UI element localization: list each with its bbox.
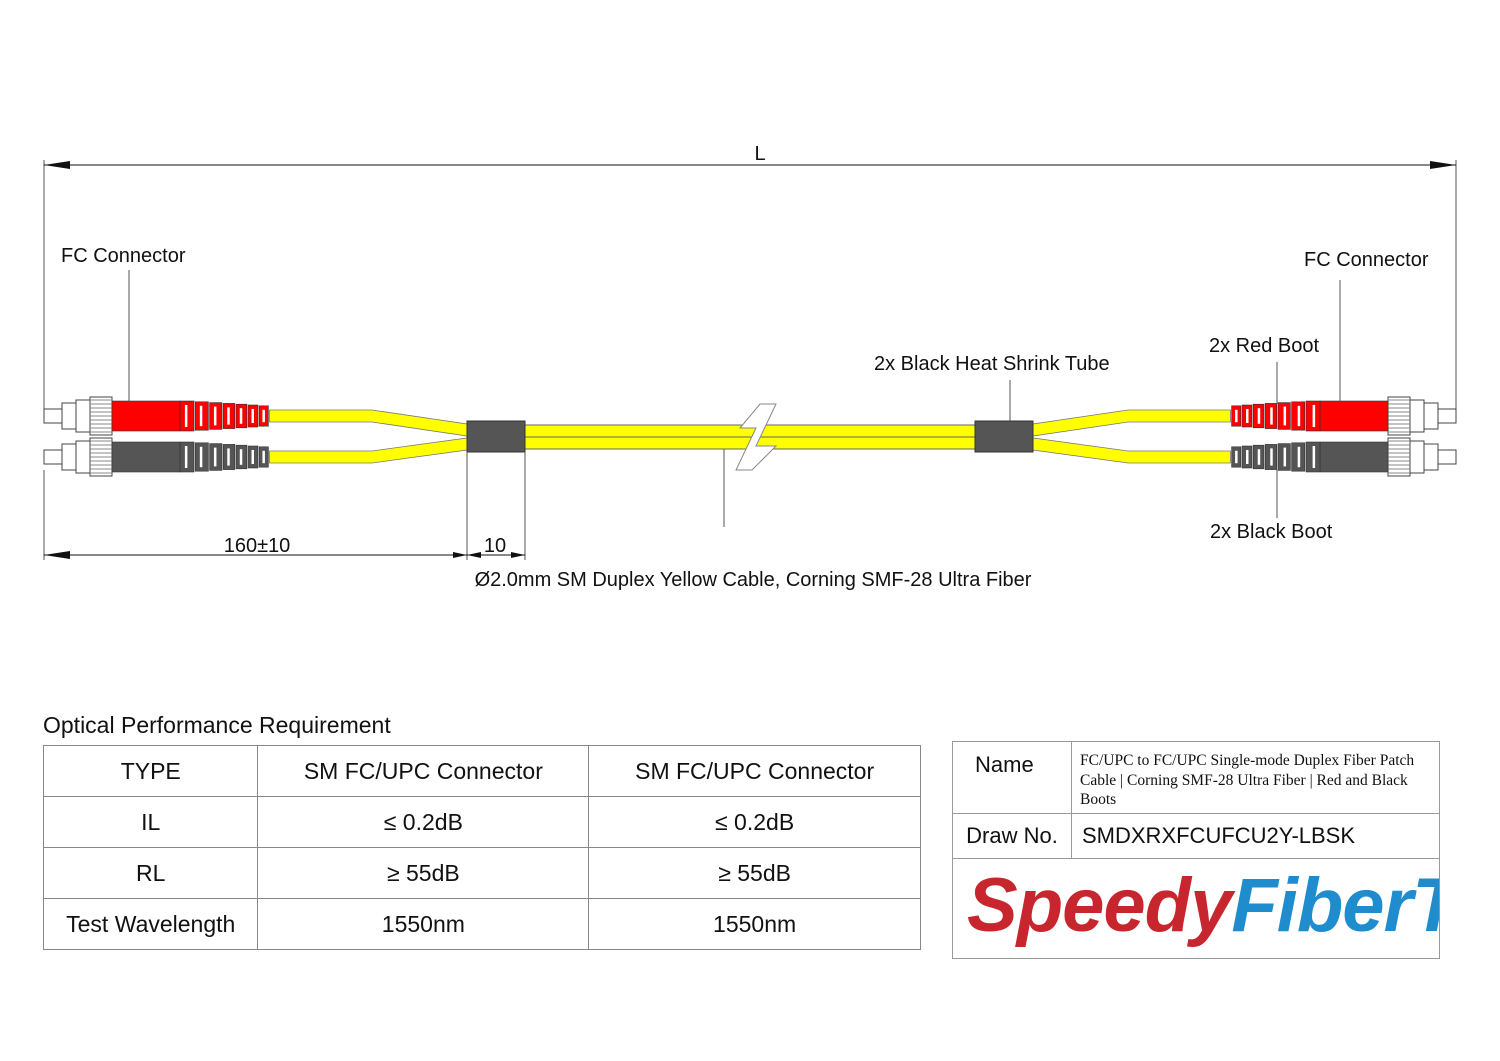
heat-shrink-tube: [466, 420, 526, 453]
performance-table: TYPE SM FC/UPC Connector SM FC/UPC Connect…: [42, 745, 921, 950]
ferrule: [1435, 408, 1457, 424]
black-boot: [1319, 441, 1389, 473]
table-cell: 1550nm: [257, 898, 590, 950]
rib-notch: [1257, 408, 1261, 424]
rib-notch: [1246, 450, 1249, 464]
rib-notch: [1235, 450, 1238, 464]
column-header: SM FC/UPC Connector: [257, 745, 590, 797]
rib-notch: [213, 406, 217, 426]
black-boot-label: 2x Black Boot: [1210, 521, 1333, 543]
cable-spec-label: Ø2.0mm SM Duplex Yellow Cable, Corning S…: [475, 569, 1032, 591]
leader-lines: [43, 270, 1341, 560]
black-fc-connector: [1032, 437, 1457, 477]
speedyfibertx-logo: SpeedyFiberTX: [967, 863, 1500, 948]
connector-body: [61, 402, 77, 430]
rib-notch: [213, 447, 217, 467]
table-cell: IL: [42, 796, 259, 848]
cable-break-mark: [735, 403, 778, 471]
svg-text:SpeedyFiberTX: SpeedyFiberTX: [967, 863, 1439, 948]
breakout-dim-label: 160±10: [224, 535, 291, 557]
connector-body: [61, 443, 77, 471]
red-boot: [111, 400, 181, 432]
rib-notch: [227, 407, 230, 425]
rib-notch: [1257, 449, 1261, 465]
table-cell: ≥ 55dB: [588, 847, 921, 899]
fanout-cable: [1032, 437, 1231, 464]
heat-shrink-label: 2x Black Heat Shrink Tube: [874, 353, 1110, 375]
connector-body: [1409, 440, 1425, 474]
rib-notch: [262, 409, 265, 423]
table-cell: Test Wavelength: [42, 898, 259, 950]
left-cable-end: [43, 396, 526, 477]
rib-notch: [251, 409, 254, 423]
right-cable-end: [974, 396, 1457, 477]
fanout-cable: [1032, 409, 1231, 437]
left-fc-connector-label: FC Connector: [61, 245, 186, 267]
name-value: FC/UPC to FC/UPC Single-mode Duplex Fibe…: [1071, 741, 1440, 814]
black-boot: [111, 441, 181, 473]
rib-notch: [1297, 446, 1301, 468]
table-row: IL ≤ 0.2dB ≤ 0.2dB: [42, 796, 921, 848]
fanout-cable: [269, 437, 468, 464]
rib-notch: [239, 408, 243, 424]
rib-notch: [239, 449, 243, 465]
red-boot-label: 2x Red Boot: [1209, 335, 1320, 357]
heat-shrink-tube: [974, 420, 1034, 453]
name-label: Name: [952, 741, 1072, 814]
rib-notch: [199, 405, 203, 427]
ferrule: [43, 408, 65, 424]
table-cell: ≥ 55dB: [257, 847, 590, 899]
table-cell: ≤ 0.2dB: [257, 796, 590, 848]
red-fc-connector: [43, 396, 468, 437]
column-header: TYPE: [42, 745, 259, 797]
table-cell: ≤ 0.2dB: [588, 796, 921, 848]
connector-body: [1423, 402, 1439, 430]
connector-body: [75, 440, 91, 474]
rib-notch: [1297, 405, 1301, 427]
ferrule: [43, 449, 65, 465]
black-fc-connector: [43, 437, 468, 477]
rib-notch: [199, 446, 203, 468]
rib-notch: [1283, 406, 1287, 426]
column-header: SM FC/UPC Connector: [588, 745, 921, 797]
draw-no-value: SMDXRXFCUFCU2Y-LBSK: [1071, 812, 1440, 859]
rib-notch: [1246, 409, 1249, 423]
rib-notch: [1270, 448, 1273, 466]
right-fc-connector-label: FC Connector: [1304, 249, 1429, 271]
rib-notch: [1283, 447, 1287, 467]
table-row: Test Wavelength 1550nm 1550nm: [42, 898, 921, 950]
connector-body: [75, 399, 91, 433]
red-boot: [1319, 400, 1389, 432]
table-row: TYPE SM FC/UPC Connector SM FC/UPC Connect…: [42, 745, 921, 797]
rib-notch: [1312, 446, 1316, 468]
table-cell: 1550nm: [588, 898, 921, 950]
rib-notch: [251, 450, 254, 464]
rib-notch: [184, 446, 188, 468]
rib-notch: [262, 450, 265, 464]
length-dimension: [43, 160, 1457, 410]
rib-notch: [227, 448, 230, 466]
draw-no-label: Draw No.: [952, 812, 1072, 859]
rib-notch: [184, 405, 188, 427]
main-cable: [519, 403, 986, 471]
rib-notch: [1312, 405, 1316, 427]
fanout-cable: [269, 409, 468, 437]
title-block: Name FC/UPC to FC/UPC Single-mode Duplex…: [952, 741, 1500, 959]
tube-dim-label: 10: [484, 535, 506, 557]
rib-notch: [1270, 407, 1273, 425]
rib-notch: [1235, 409, 1238, 423]
ferrule: [1435, 449, 1457, 465]
performance-title: Optical Performance Requirement: [43, 712, 391, 738]
table-cell: RL: [42, 847, 259, 899]
red-fc-connector: [1032, 396, 1457, 437]
connector-body: [1423, 443, 1439, 471]
connector-body: [1409, 399, 1425, 433]
logo-cell: SpeedyFiberTX: [952, 857, 1500, 959]
length-label: L: [754, 143, 765, 165]
table-row: RL ≥ 55dB ≥ 55dB: [42, 847, 921, 899]
